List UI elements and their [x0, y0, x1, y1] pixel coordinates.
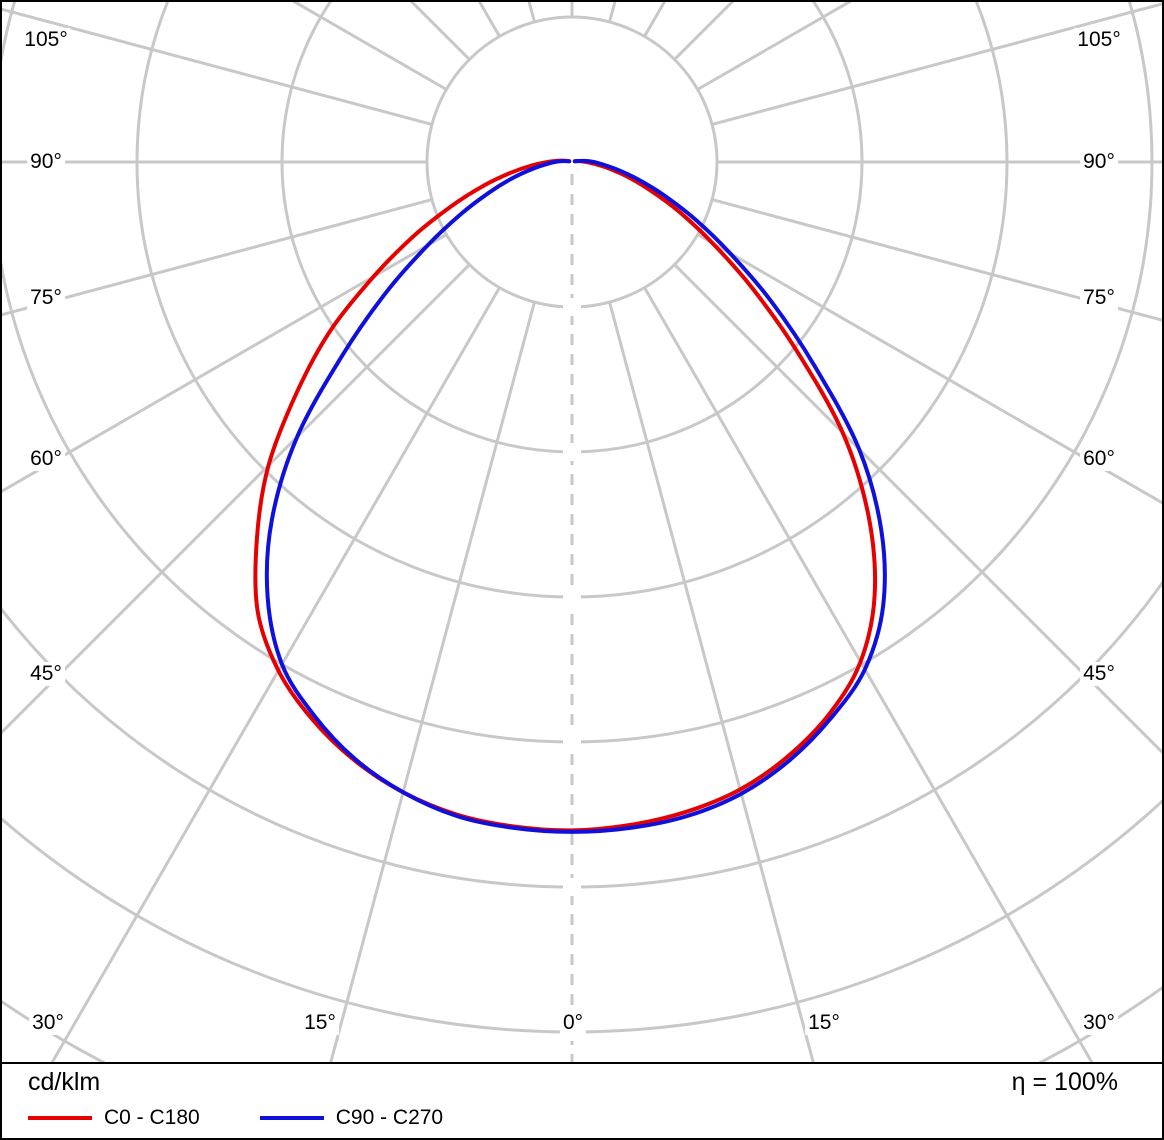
tick-label: 60°: [1080, 446, 1118, 472]
curve-c90-c270: [264, 158, 887, 834]
legend-item-c0-c180: C0 - C180: [28, 1106, 200, 1130]
polar-radial-line: [477, 2, 501, 38]
polar-radial-line: [2, 263, 471, 735]
legend-swatch-blue: [259, 1116, 324, 1120]
polar-radial-line: [711, 2, 1162, 126]
axis-label-gap: [563, 588, 581, 606]
axis-label-gap: [563, 733, 581, 751]
tick-label: 15°: [301, 1010, 339, 1036]
polar-grid-group: [2, 2, 1162, 1062]
polar-radial-line: [2, 7, 433, 126]
axis-label-gap: [563, 443, 581, 461]
legend-swatch-red: [28, 1116, 92, 1120]
polar-ring: [2, 580, 1162, 889]
legend-label-c0-c180: C0 - C180: [104, 1106, 200, 1129]
footer-top-row: cd/klm η = 100%: [2, 1068, 1162, 1097]
polar-radial-line: [673, 263, 1162, 755]
polar-svg: [2, 2, 1162, 1062]
tick-label: 75°: [27, 285, 65, 311]
tick-label: 45°: [1080, 661, 1118, 687]
polar-radial-line: [643, 286, 1094, 1062]
tick-label: 75°: [1080, 285, 1118, 311]
polar-radial-line: [608, 301, 815, 1062]
unit-label: cd/klm: [28, 1068, 101, 1096]
polar-plot: 105° 90° 75° 60° 45° 105° 90° 75° 60° 45° 30° 15° 0°…: [2, 2, 1162, 1064]
legend: C0 - C180 C90 - C270: [2, 1106, 1162, 1130]
tick-label: 45°: [27, 661, 65, 687]
polar-radial-line: [50, 286, 501, 1062]
tick-label: 30°: [1080, 1010, 1118, 1036]
polar-radial-line: [329, 301, 536, 1062]
polar-ring: [2, 799, 1162, 1034]
tick-label: 105°: [21, 27, 71, 53]
axis-label-gap: [563, 878, 581, 896]
legend-item-c90-c270: C90 - C270: [259, 1106, 444, 1130]
axis-label-gap: [563, 298, 581, 316]
tick-label: 30°: [29, 1010, 67, 1036]
legend-label-c90-c270: C90 - C270: [335, 1106, 444, 1129]
tick-label: 90°: [1080, 149, 1118, 175]
tick-label: 15°: [805, 1010, 843, 1036]
curve-c0-c180: [253, 158, 878, 833]
polar-radial-line: [2, 233, 448, 493]
polar-radial-line: [696, 233, 1162, 505]
chart-footer: cd/klm η = 100% C0 - C180 C90 - C270: [2, 1064, 1162, 1138]
tick-label: 105°: [1074, 27, 1124, 53]
polar-radial-line: [2, 198, 433, 317]
tick-label: 90°: [27, 149, 65, 175]
tick-label: 60°: [27, 446, 65, 472]
polar-ring: [2, 2, 1154, 744]
tick-label: 0°: [559, 1010, 587, 1036]
polar-radial-line: [711, 198, 1162, 322]
efficiency-label: η = 100%: [1011, 1068, 1118, 1096]
polar-radial-line: [409, 2, 471, 61]
